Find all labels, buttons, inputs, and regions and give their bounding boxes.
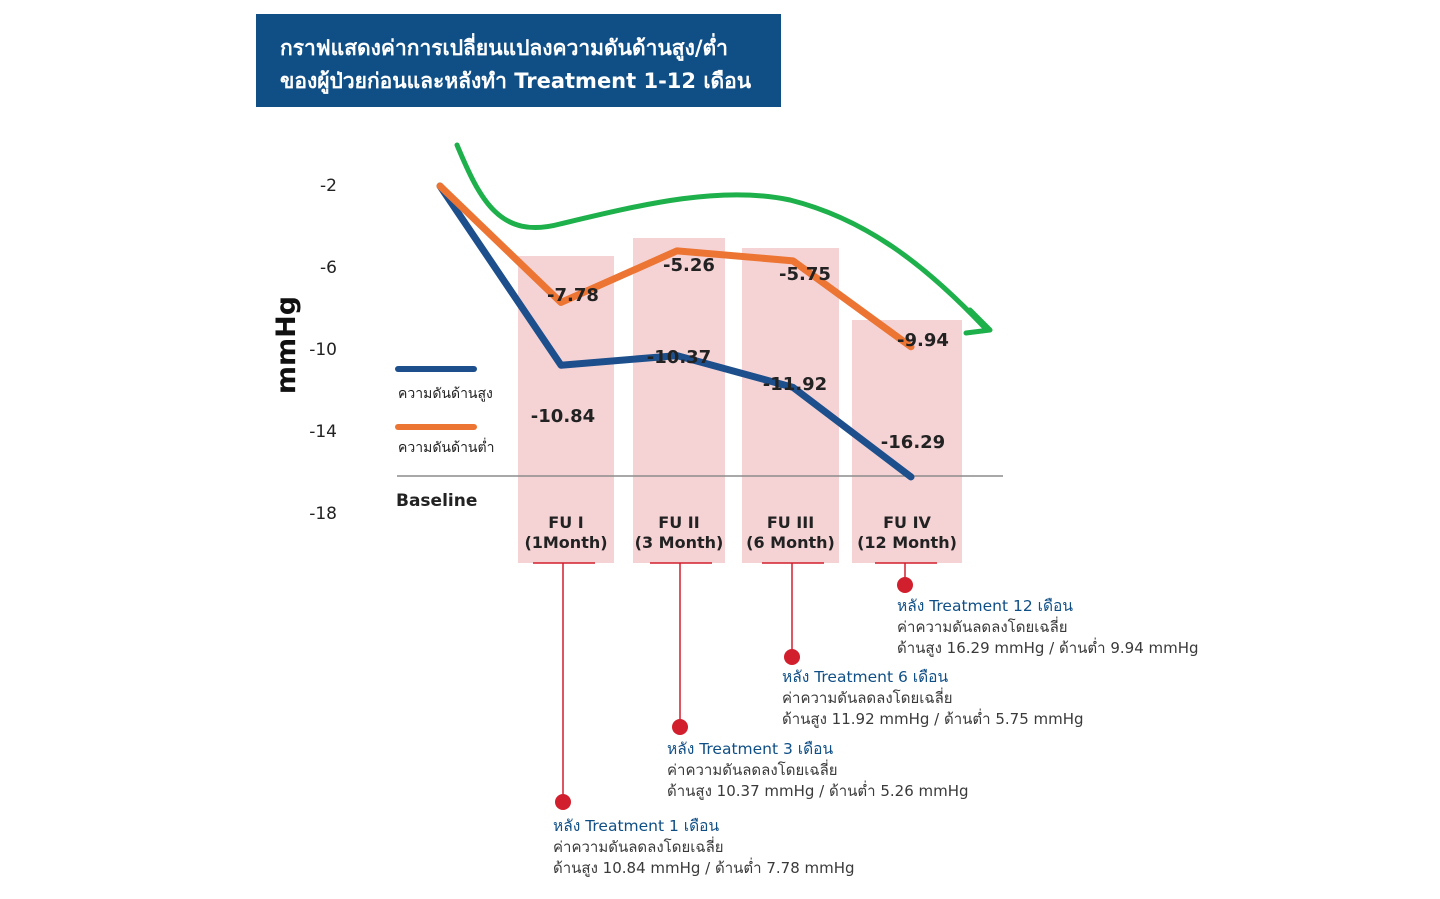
y-tick-label: -10 [309, 340, 337, 360]
note-fu4: หลัง Treatment 12 เดือน ค่าความดันลดลงโด… [897, 596, 1199, 659]
y-tick-label: -2 [320, 176, 337, 196]
data-label-systolic: -16.29 [881, 432, 945, 453]
y-tick-label: -6 [320, 258, 337, 278]
note-fu4-line-1: ค่าความดันลดลงโดยเฉลี่ย [897, 618, 1068, 636]
chart-title-line-2: ของผู้ป่วยก่อนและหลังทำ Treatment 1-12 เ… [280, 69, 752, 93]
data-label-diastolic: -9.94 [897, 330, 949, 351]
data-label-diastolic: -5.75 [779, 264, 831, 285]
note-fu3: หลัง Treatment 6 เดือน ค่าความดันลดลงโดย… [782, 667, 1084, 730]
note-fu1-line-1: ค่าความดันลดลงโดยเฉลี่ย [553, 838, 724, 856]
trend-arrow-head [963, 307, 993, 336]
note-fu2-title: หลัง Treatment 3 เดือน [667, 740, 834, 758]
category-label-line-1: FU II [658, 513, 699, 532]
legend-label-diastolic: ความดันด้านต่ำ [398, 438, 494, 456]
category-label-line-2: (12 Month) [857, 533, 957, 552]
note-fu3-line-2: ด้านสูง 11.92 mmHg / ด้านต่ำ 5.75 mmHg [782, 710, 1084, 728]
y-axis-label: mmHg [271, 296, 302, 394]
y-tick-label: -18 [309, 504, 337, 524]
category-label-line-2: (1Month) [524, 533, 607, 552]
note-fu2-line-1: ค่าความดันลดลงโดยเฉลี่ย [667, 761, 838, 779]
callout-dot [555, 794, 571, 810]
category-label-line-1: FU I [548, 513, 583, 532]
note-fu3-title: หลัง Treatment 6 เดือน [782, 668, 949, 686]
note-fu4-line-2: ด้านสูง 16.29 mmHg / ด้านต่ำ 9.94 mmHg [897, 639, 1199, 657]
category-label-line-1: FU III [767, 513, 814, 532]
category-label-line-2: (3 Month) [635, 533, 724, 552]
note-fu2-line-2: ด้านสูง 10.37 mmHg / ด้านต่ำ 5.26 mmHg [667, 782, 969, 800]
category-bar-2 [633, 238, 725, 563]
callout-dot [784, 649, 800, 665]
category-label-line-1: FU IV [883, 513, 931, 532]
trend-arrow-line [454, 142, 988, 331]
callout-dot [672, 719, 688, 735]
note-fu2: หลัง Treatment 3 เดือน ค่าความดันลดลงโดย… [667, 739, 969, 802]
data-label-systolic: -10.84 [531, 406, 595, 427]
data-label-diastolic: -7.78 [547, 285, 599, 306]
category-label-line-2: (6 Month) [746, 533, 835, 552]
callout-dot [897, 577, 913, 593]
category-bar-1 [518, 256, 614, 563]
category-bar-4 [852, 320, 962, 563]
note-fu4-title: หลัง Treatment 12 เดือน [897, 597, 1073, 615]
series-line-systolic [436, 182, 915, 481]
data-label-diastolic: -5.26 [663, 255, 715, 276]
baseline-label: Baseline [396, 491, 477, 511]
chart-title-box: กราฟแสดงค่าการเปลี่ยนแปลงความดันด้านสูง/… [256, 14, 781, 107]
chart-title-line-1: กราฟแสดงค่าการเปลี่ยนแปลงความดันด้านสูง/… [280, 36, 728, 60]
note-fu1: หลัง Treatment 1 เดือน ค่าความดันลดลงโดย… [553, 816, 855, 879]
data-label-systolic: -10.37 [647, 347, 711, 368]
series-line-diastolic [436, 182, 915, 351]
legend-label-systolic: ความดันด้านสูง [398, 386, 493, 402]
y-tick-label: -14 [309, 422, 337, 442]
data-label-systolic: -11.92 [763, 374, 827, 395]
category-bar-3 [742, 248, 839, 563]
note-fu1-line-2: ด้านสูง 10.84 mmHg / ด้านต่ำ 7.78 mmHg [553, 859, 855, 877]
note-fu3-line-1: ค่าความดันลดลงโดยเฉลี่ย [782, 689, 953, 707]
note-fu1-title: หลัง Treatment 1 เดือน [553, 817, 720, 835]
